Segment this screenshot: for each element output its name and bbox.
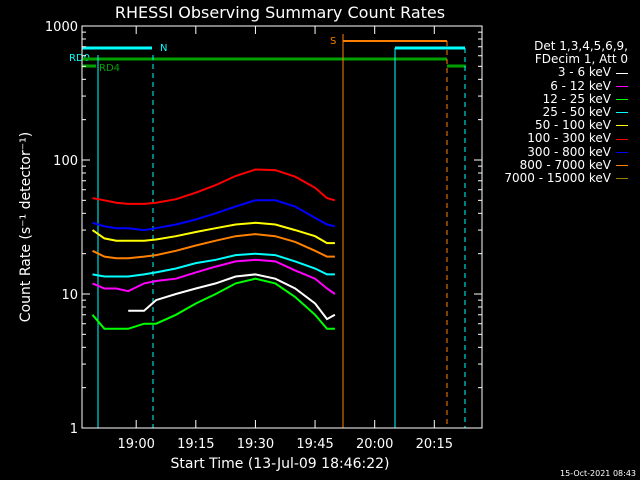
x-axis-label: Start Time (13-Jul-09 18:46:22) — [170, 456, 389, 472]
legend-swatch — [616, 138, 628, 140]
legend-label: 25 - 50 keV — [542, 105, 611, 120]
y-tick-label: 1 — [70, 422, 78, 437]
legend: Det 1,3,4,5,6,9, FDecim 1, Att 0 3 - 6 k… — [468, 39, 628, 186]
y-tick-label: 1000 — [45, 20, 78, 35]
legend-swatch — [616, 151, 628, 153]
series-line-1 — [92, 258, 336, 295]
legend-label: 300 - 800 keV — [527, 144, 611, 159]
y-tick-label: 10 — [61, 288, 78, 303]
y-axis-label: Count Rate (s⁻¹ detector⁻¹) — [18, 132, 34, 322]
annotation-rd4: RD4 — [99, 63, 120, 74]
annotation-rd0: RD0 — [69, 53, 90, 64]
legend-label: 7000 - 15000 keV — [504, 171, 611, 186]
legend-header-detectors: Det 1,3,4,5,6,9, — [534, 39, 628, 53]
legend-swatch — [616, 112, 628, 114]
series-line-7 — [92, 233, 335, 260]
legend-entry: 12 - 25 keV — [468, 91, 628, 106]
legend-entry: 800 - 7000 keV — [468, 157, 628, 172]
legend-entry: 7000 - 15000 keV — [468, 171, 628, 186]
legend-swatch — [616, 72, 628, 74]
legend-label: 50 - 100 keV — [534, 118, 611, 133]
x-tick-label: 19:15 — [177, 437, 214, 452]
x-tick-label: 19:30 — [237, 437, 274, 452]
legend-entry: 100 - 300 keV — [468, 132, 628, 145]
legend-label: 6 - 12 keV — [550, 78, 611, 93]
series-line-6 — [92, 199, 336, 232]
legend-label: 12 - 25 keV — [542, 91, 611, 106]
series-line-4 — [91, 221, 335, 245]
legend-label: 100 - 300 keV — [527, 131, 611, 146]
x-tick-label: 19:45 — [296, 437, 333, 452]
x-tick-label: 20:00 — [356, 437, 393, 452]
legend-entry: 300 - 800 keV — [468, 144, 628, 159]
legend-swatch — [616, 85, 628, 87]
legend-label: 3 - 6 keV — [557, 65, 611, 80]
legend-entry: 3 - 6 keV — [468, 66, 628, 79]
series-line-5 — [92, 168, 336, 205]
annotation-s: S — [330, 36, 336, 47]
legend-label: 800 - 7000 keV — [519, 157, 611, 172]
legend-header-decimation: FDecim 1, Att 0 — [534, 52, 628, 67]
legend-entry: 6 - 12 keV — [468, 78, 628, 93]
legend-swatch — [616, 125, 628, 127]
legend-swatch — [616, 98, 628, 100]
chart-title: RHESSI Observing Summary Count Rates — [115, 3, 445, 22]
series-line-0 — [128, 273, 336, 321]
timestamp: 15-Oct-2021 08:43 — [560, 469, 636, 478]
legend-swatch — [616, 164, 628, 166]
series-line-2 — [91, 277, 335, 330]
plot-frame — [81, 25, 483, 429]
annotation-n: N — [160, 43, 167, 54]
legend-entry: 50 - 100 keV — [468, 119, 628, 132]
y-tick-label: 100 — [53, 154, 78, 169]
x-tick-label: 20:15 — [416, 437, 453, 452]
x-tick-label: 19:00 — [117, 437, 154, 452]
legend-swatch — [616, 178, 628, 180]
legend-entry: 25 - 50 keV — [468, 105, 628, 120]
series-line-3 — [92, 252, 335, 278]
